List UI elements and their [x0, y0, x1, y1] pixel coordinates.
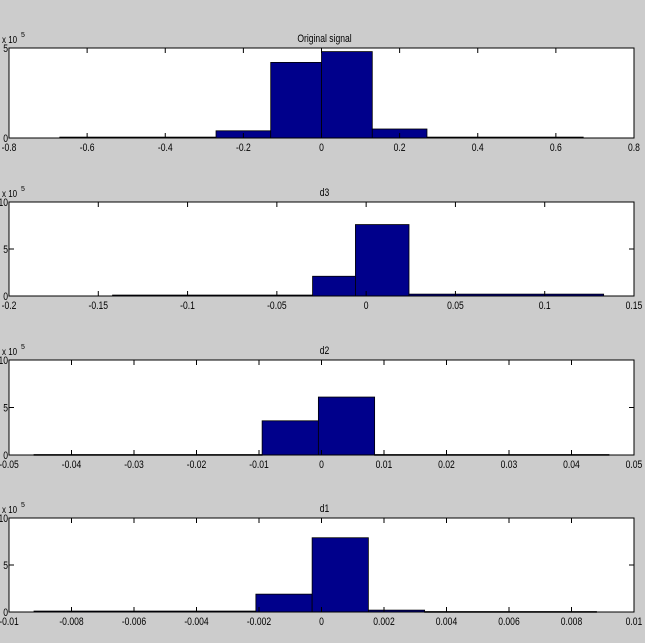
plot-2-xtick-label-3: -0.1	[180, 300, 195, 312]
plot-3-xtick-label-8: 0.02	[438, 459, 455, 471]
plot-1-ytick-label-2: 5	[3, 43, 8, 55]
plot-3-title: d2	[320, 345, 330, 357]
plot-1-xtick-label-8: 0.6	[550, 142, 562, 154]
plot-2-ytick-label-3: 10	[0, 197, 8, 209]
plot-1-bar-4	[321, 51, 373, 139]
plot-2-xtick-label-4: -0.05	[267, 300, 287, 312]
plot-2-ytick-label-1: 0	[3, 291, 8, 303]
plot-1-xtick-label-2: -0.6	[80, 142, 95, 154]
plot-3-ytick-label-1: 0	[3, 450, 8, 462]
plot-4-xtick-label-6: 0	[319, 616, 324, 628]
plot-1-xtick-label-9: 0.8	[628, 142, 640, 154]
plot-2-xtick-label-7: 0.1	[539, 300, 551, 312]
plot-3-xtick-label-2: -0.04	[62, 459, 82, 471]
plot-4-xtick-label-8: 0.004	[436, 616, 458, 628]
plot-4-xtick-label-1: -0.01	[0, 616, 19, 628]
plot-4-xtick-label-2: -0.008	[59, 616, 84, 628]
plot-1-exponent-value: 5	[21, 32, 25, 39]
plot-4-ytick-label-3: 10	[0, 513, 8, 525]
plot-3-xtick-label-7: 0.01	[376, 459, 393, 471]
plot-1-exponent-label: x 10	[2, 34, 17, 45]
plot-2-xtick-label-8: 0.15	[626, 300, 643, 312]
plot-3-xtick-label-5: -0.01	[249, 459, 269, 471]
plot-2-bar-2	[312, 275, 356, 297]
plot-4-ytick-label-2: 5	[3, 560, 8, 572]
plot-3-xtick-label-9: 0.03	[501, 459, 518, 471]
plot-4-xtick-label-3: -0.006	[122, 616, 147, 628]
plot-3-bar-2	[261, 420, 319, 456]
plot-1-xtick-label-3: -0.4	[158, 142, 173, 154]
plot-4-xtick-label-9: 0.006	[498, 616, 520, 628]
plot-1-xtick-label-1: -0.8	[2, 142, 17, 154]
plot-1-bar-3	[270, 62, 322, 139]
plot-3-xtick-label-11: 0.05	[626, 459, 643, 471]
plot-2-exponent-value: 5	[21, 186, 25, 193]
plot-1-xtick-label-7: 0.4	[472, 142, 484, 154]
plot-3-xtick-label-3: -0.03	[124, 459, 144, 471]
plot-4-bar-3	[311, 537, 369, 613]
plot-1-xtick-label-5: 0	[319, 142, 324, 154]
plot-2-title: d3	[320, 187, 330, 199]
plot-1-xtick-label-4: -0.2	[236, 142, 251, 154]
plot-2-exponent-label: x 10	[2, 188, 17, 199]
plot-3-xtick-label-6: 0	[319, 459, 324, 471]
plot-4-bar-2	[255, 593, 313, 613]
plot-3-exponent-value: 5	[21, 344, 25, 351]
plot-3-xtick-label-1: -0.05	[0, 459, 19, 471]
plot-4-title: d1	[320, 503, 330, 515]
plot-4-xtick-label-7: 0.002	[373, 616, 394, 628]
plot-1-title: Original signal	[297, 33, 351, 45]
plot-3-xtick-label-4: -0.02	[187, 459, 207, 471]
plot-3-ytick-label-3: 10	[0, 355, 8, 367]
plot-4-exponent-value: 5	[21, 502, 25, 509]
plot-2-xtick-label-6: 0.05	[447, 300, 464, 312]
plot-2-bar-3	[355, 224, 410, 297]
plot-4-ytick-label-1: 0	[3, 607, 8, 619]
plot-1-ytick-label-1: 0	[3, 133, 8, 145]
plot-3-exponent-label: x 10	[2, 346, 17, 357]
plot-3-ytick-label-2: 5	[3, 403, 8, 415]
plot-4-xtick-label-4: -0.004	[184, 616, 209, 628]
plot-1-xtick-label-6: 0.2	[394, 142, 406, 154]
plot-4-xtick-label-5: -0.002	[247, 616, 271, 628]
plot-2-xtick-label-5: 0	[364, 300, 369, 312]
plot-2-xtick-label-2: -0.15	[89, 300, 109, 312]
plot-2-ytick-label-2: 5	[3, 244, 8, 256]
plot-2-xtick-label-1: -0.2	[2, 300, 17, 312]
plot-3-bar-3	[317, 396, 376, 456]
plot-4-xtick-label-10: 0.008	[561, 616, 583, 628]
plot-4-xtick-label-11: 0.01	[626, 616, 643, 628]
plot-4-exponent-label: x 10	[2, 504, 17, 515]
plot-3-xtick-label-10: 0.04	[563, 459, 580, 471]
